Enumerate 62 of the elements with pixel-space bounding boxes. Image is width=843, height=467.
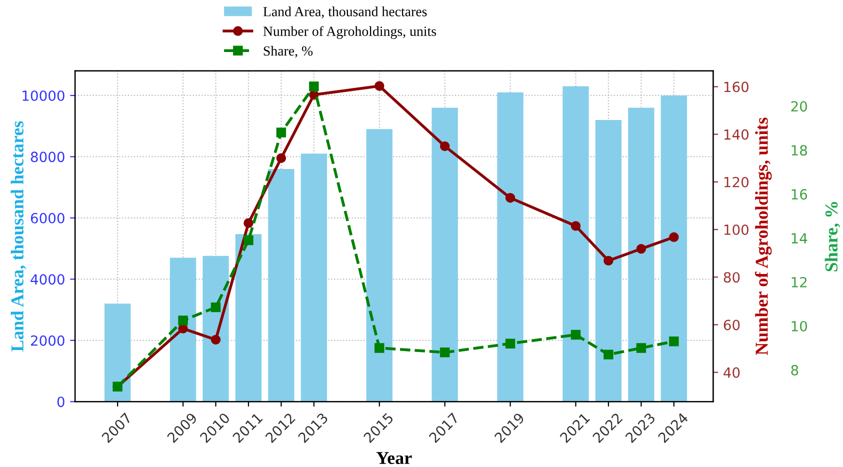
x-axis-title: Year xyxy=(376,452,412,464)
point xyxy=(505,338,516,348)
bar xyxy=(300,154,328,402)
point xyxy=(244,218,254,228)
point xyxy=(669,336,679,346)
point xyxy=(505,192,516,203)
bar xyxy=(432,108,458,402)
point xyxy=(276,128,286,138)
legend-label: Share, % xyxy=(264,46,313,58)
bar xyxy=(562,86,589,402)
point xyxy=(178,316,188,326)
point xyxy=(276,153,286,163)
y3-tick-label: 18 xyxy=(792,145,807,156)
bar xyxy=(366,129,392,402)
y2-tick-label: 100 xyxy=(724,224,748,235)
y3-tick-label: 10 xyxy=(792,320,808,332)
point xyxy=(374,81,384,91)
y-tick-label: 6000 xyxy=(30,212,64,224)
bar xyxy=(104,304,131,402)
point xyxy=(636,244,646,254)
point xyxy=(669,232,679,242)
bar xyxy=(497,92,524,402)
point xyxy=(374,343,384,353)
point xyxy=(440,348,450,358)
y-tick-label: 4000 xyxy=(30,274,64,285)
y2-tick-label: 140 xyxy=(724,129,748,140)
point xyxy=(309,82,319,92)
point xyxy=(570,330,581,340)
y3-axis-title: Share, % xyxy=(824,202,840,272)
point xyxy=(210,334,221,345)
y-axis-title: Land Area, thousand hectares xyxy=(10,121,26,352)
y3-tick-label: 8 xyxy=(791,364,798,376)
y3-tick-label: 14 xyxy=(792,233,808,244)
point xyxy=(604,256,614,266)
legend-label: Number of Agroholdings, units xyxy=(263,26,436,39)
y3-tick-label: 12 xyxy=(792,276,807,288)
y2-axis-title: Number of Agroholdings, units xyxy=(754,118,772,356)
point xyxy=(210,302,221,312)
bar xyxy=(628,108,654,402)
y-tick-label: 10000 xyxy=(22,90,64,101)
y-tick-label: 8000 xyxy=(30,152,64,162)
point xyxy=(440,141,450,152)
bar xyxy=(660,95,687,402)
point xyxy=(604,350,614,360)
point xyxy=(244,235,254,246)
point xyxy=(570,221,581,231)
y2-tick-label: 160 xyxy=(724,82,748,92)
bar xyxy=(268,168,294,402)
point xyxy=(636,343,646,353)
y3-tick-label: 16 xyxy=(792,189,808,200)
y2-tick-label: 120 xyxy=(724,176,748,188)
y2-tick-label: 60 xyxy=(724,320,740,330)
y3-tick-label: 20 xyxy=(791,101,808,112)
y2-tick-label: 40 xyxy=(724,367,740,378)
bar xyxy=(595,120,622,402)
bar xyxy=(202,256,229,402)
y-tick-label: 0 xyxy=(57,396,64,408)
y2-tick-label: 80 xyxy=(724,272,740,283)
y-tick-label: 2000 xyxy=(30,335,64,346)
bar xyxy=(170,258,196,402)
bar xyxy=(235,234,262,402)
legend-label: Land Area, thousand hectares xyxy=(263,6,427,18)
